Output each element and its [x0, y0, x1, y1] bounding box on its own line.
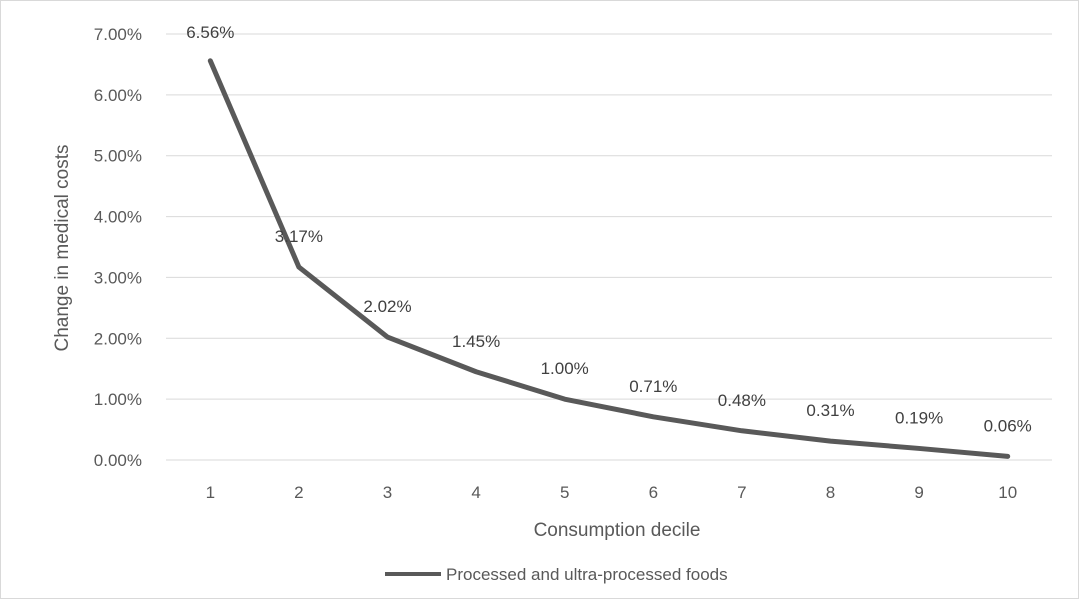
x-tick-label: 10: [998, 483, 1017, 502]
x-tick-label: 9: [914, 483, 923, 502]
x-tick-label: 7: [737, 483, 746, 502]
y-tick-label: 0.00%: [94, 451, 142, 470]
data-label: 0.06%: [984, 416, 1032, 435]
series-processed-foods: [207, 58, 1011, 459]
x-tick-label: 5: [560, 483, 569, 502]
y-axis-tick-labels: 0.00% 1.00% 2.00% 3.00% 4.00% 5.00% 6.00% 7.00%: [94, 25, 142, 470]
x-tick-label: 2: [294, 483, 303, 502]
data-label: 1.45%: [452, 332, 500, 351]
y-tick-label: 1.00%: [94, 390, 142, 409]
series-line: [207, 58, 1011, 459]
gridlines: [166, 33, 1052, 461]
x-tick-label: 1: [206, 483, 215, 502]
x-tick-label: 6: [649, 483, 658, 502]
data-label: 0.31%: [806, 401, 854, 420]
y-tick-label: 3.00%: [94, 268, 142, 287]
y-tick-label: 7.00%: [94, 25, 142, 44]
legend: Processed and ultra-processed foods: [385, 565, 728, 584]
y-tick-label: 6.00%: [94, 86, 142, 105]
data-label: 0.71%: [629, 377, 677, 396]
y-tick-label: 2.00%: [94, 329, 142, 348]
y-tick-label: 4.00%: [94, 208, 142, 227]
legend-label: Processed and ultra-processed foods: [446, 565, 728, 584]
data-label: 0.19%: [895, 408, 943, 427]
x-axis-title: Consumption decile: [534, 520, 701, 541]
data-label: 0.48%: [718, 391, 766, 410]
y-tick-label: 5.00%: [94, 147, 142, 166]
data-label: 6.56%: [186, 23, 234, 42]
data-label: 1.00%: [541, 359, 589, 378]
x-axis-tick-labels: 1 2 3 4 5 6 7 8 9 10: [206, 483, 1018, 502]
x-tick-label: 4: [471, 483, 480, 502]
data-label: 3.17%: [275, 227, 323, 246]
y-axis-title: Change in medical costs: [52, 145, 73, 352]
data-label: 2.02%: [363, 297, 411, 316]
data-labels: 6.56% 3.17% 2.02% 1.45% 1.00% 0.71% 0.48% 0.31%…: [186, 23, 1032, 436]
x-tick-label: 8: [826, 483, 835, 502]
x-tick-label: 3: [383, 483, 392, 502]
